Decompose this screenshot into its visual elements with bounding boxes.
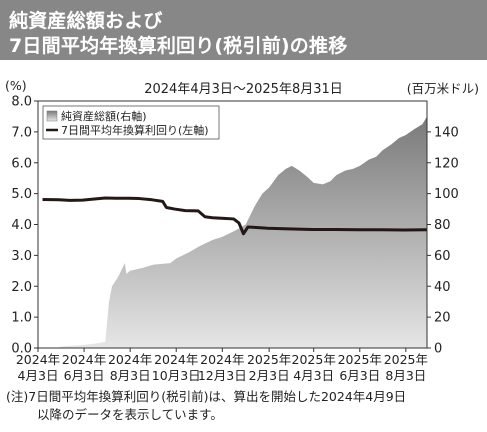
yield-line [42,196,428,236]
footnote-line-2: 以降のデータを表示しています。 [37,407,223,422]
left-axis-tick-label: 1.0 [11,311,32,326]
x-axis-tick-label-date: 6月3日 [339,368,380,383]
right-axis-tick-label: 80 [434,218,451,233]
x-axis-tick-label-date: 10月3日 [152,368,201,383]
right-axis-tick-label: 120 [434,156,459,171]
chart-title-line-1: 純資産総額および [9,10,163,32]
right-axis-tick-label: 40 [434,280,451,295]
x-axis-tick-label-year: 2025年 [338,352,382,367]
x-axis-tick-label-year: 2024年 [200,352,244,367]
left-axis-tick-label: 2.0 [11,280,32,295]
left-axis-tick-label: 7.0 [11,125,32,140]
chart-title-line-2: 7日間平均年換算利回り(税引前)の推移 [9,35,348,57]
x-axis-tick-label-date: 6月3日 [64,368,105,383]
x-axis-tick-label-date: 8月3日 [385,368,426,383]
x-axis-tick-label-date: 8月3日 [110,368,151,383]
footnote-line-1: (注)7日間平均年換算利回り(税引前)は、算出を開始した2024年4月9日 [6,389,407,404]
plot-frame [37,100,428,349]
left-axis-unit: (%) [5,78,27,93]
x-axis-tick-label-date: 4月3日 [293,368,334,383]
x-axis-tick-label-date: 2月3日 [249,368,290,383]
legend-box [42,105,220,140]
footnote: (注)7日間平均年換算利回り(税引前)は、算出を開始した2024年4月9日 以降… [6,388,406,424]
left-axis-tick-label: 0.0 [11,342,32,357]
left-axis-tick-label: 4.0 [11,218,32,233]
right-axis-tick-label: 0 [434,342,442,357]
right-axis-tick-label: 140 [434,125,459,140]
x-axis-tick-label-date: 12月3日 [198,368,247,383]
right-axis-tick-label: 100 [434,187,459,202]
x-axis-tick-label-year: 2024年 [154,352,198,367]
right-axis-tick-label: 60 [434,249,451,264]
x-axis-tick-label-date: 4月3日 [18,368,59,383]
title-bar: 純資産総額および 7日間平均年換算利回り(税引前)の推移 [0,0,487,60]
legend-label-yield: 7日間平均年換算利回り(左軸) [61,123,209,137]
x-axis-tick-label-year: 2024年 [108,352,152,367]
x-axis-tick-label-year: 2024年 [16,352,60,367]
x-axis-tick-label-year: 2025年 [384,352,428,367]
left-axis-tick-label: 3.0 [11,249,32,264]
x-axis-tick-label-year: 2025年 [292,352,336,367]
left-axis-tick-label: 8.0 [11,95,32,110]
legend-label-net-assets: 純資産総額(右軸) [61,109,147,123]
right-axis-unit: (百万米ドル) [406,81,479,96]
legend-area-swatch [46,110,58,122]
net-assets-area [38,116,427,348]
right-axis-tick-label: 20 [434,311,451,326]
period-label: 2024年4月3日〜2025年8月31日 [144,82,343,97]
x-axis-tick-label-year: 2025年 [247,352,291,367]
left-axis-tick-label: 5.0 [11,187,32,202]
left-axis-tick-label: 6.0 [11,156,32,171]
x-axis-tick-label-year: 2024年 [62,352,106,367]
